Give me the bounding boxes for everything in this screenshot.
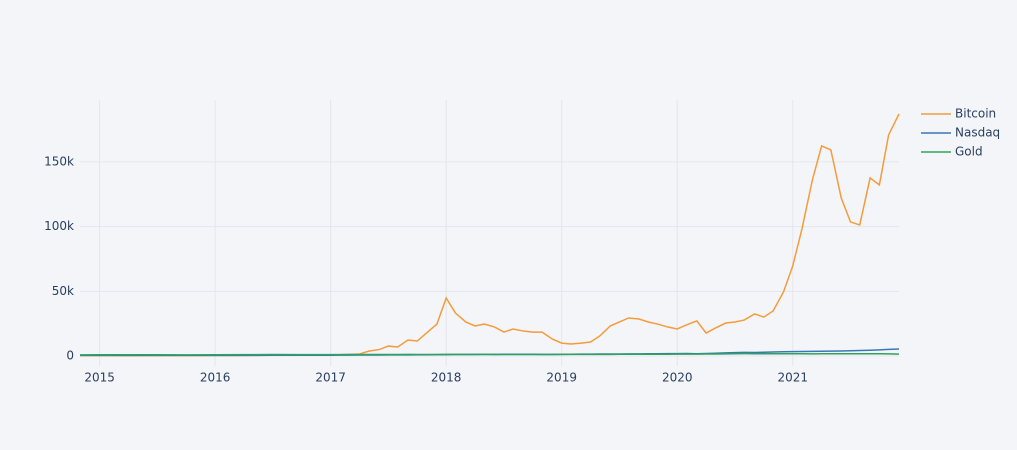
- x-tick-label: 2019: [546, 371, 577, 385]
- x-tick-label: 2021: [777, 371, 808, 385]
- x-tick-label: 2020: [662, 371, 693, 385]
- legend-label: Bitcoin: [955, 107, 996, 121]
- y-tick-label: 150k: [44, 154, 74, 168]
- x-tick-label: 2017: [315, 371, 346, 385]
- series-line: [79, 352, 900, 356]
- x-tick-label: 2018: [431, 371, 462, 385]
- y-tick-label: 100k: [44, 219, 74, 233]
- legend-label: Gold: [955, 145, 983, 159]
- y-tick-label: 50k: [52, 284, 74, 298]
- x-tick-label: 2016: [200, 371, 231, 385]
- y-tick-label: 0: [66, 349, 74, 363]
- x-tick-label: 2015: [84, 371, 115, 385]
- legend-label: Nasdaq: [955, 126, 1000, 140]
